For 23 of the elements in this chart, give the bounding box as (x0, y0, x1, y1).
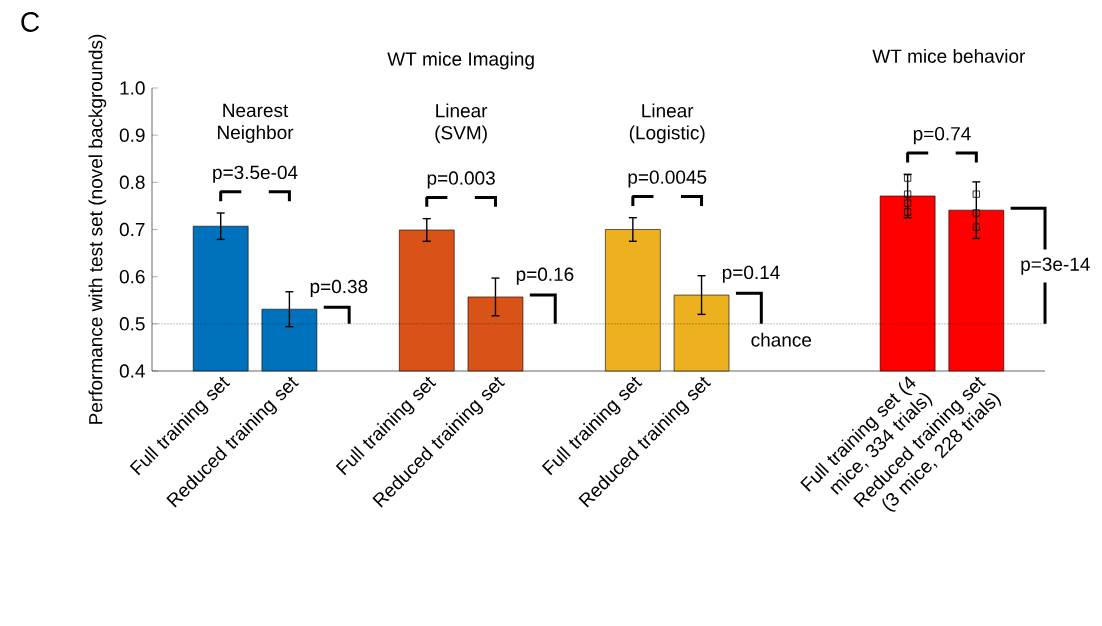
annotation: p=0.16 (516, 267, 574, 285)
text: WT mice behavior (872, 48, 1026, 63)
annotation: p=0.38 (310, 279, 368, 298)
y-tick-label: 1.0 (120, 81, 145, 95)
y-tick-label: 0.4 (119, 364, 145, 378)
y-tick-label: 0.7 (119, 222, 145, 237)
annotation: p=0.14 (722, 265, 780, 283)
y-tick-label: 0.9 (119, 128, 145, 142)
annotation: Nearest Neighbor (218, 103, 294, 143)
y-tick-label: 0.8 (119, 175, 145, 190)
annotation: Linear (SVM) (435, 103, 488, 144)
annotation: p=3e-14 (1021, 257, 1090, 275)
annotation: p=0.003 (427, 171, 495, 189)
text: C (21, 12, 40, 32)
y-tick-label: 0.5 (119, 317, 145, 331)
annotation: p=0.74 (913, 126, 971, 145)
annotation: p=0.0045 (628, 170, 707, 188)
y-tick-label: 0.6 (119, 269, 145, 284)
text: WT mice Imaging (387, 51, 534, 70)
annotation: Linear (Logistic) (629, 103, 705, 144)
annotation: p=3.5e-04 (213, 165, 298, 183)
legend-label: chance (751, 332, 812, 347)
y-axis-title: Performance with test set (novel backgrounds) (88, 34, 107, 424)
